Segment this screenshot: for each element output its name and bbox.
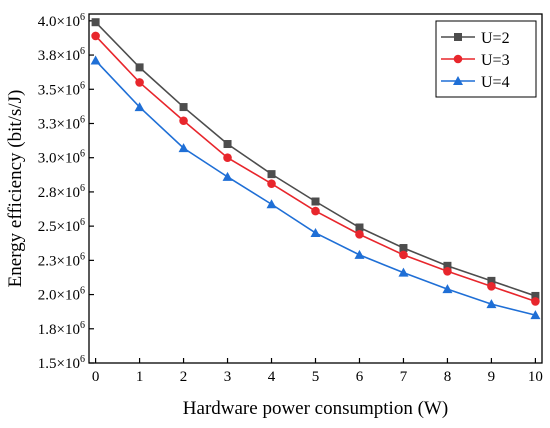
- y-tick-label: 2.3×106: [38, 251, 85, 269]
- data-point: [266, 199, 277, 209]
- data-point: [399, 244, 408, 253]
- legend-item: U=2: [441, 30, 510, 47]
- data-point: [531, 291, 540, 300]
- x-tick-label: 0: [92, 369, 100, 385]
- data-point: [178, 143, 189, 153]
- data-point: [399, 250, 408, 260]
- y-tick-label: 3.0×106: [38, 149, 85, 167]
- x-tick-label: 8: [444, 369, 452, 385]
- x-axis: 0 1 2 3 4 5 6 7 8 9 10: [92, 358, 543, 385]
- series-layer: [90, 18, 541, 320]
- data-point: [222, 171, 233, 181]
- data-point: [398, 267, 409, 277]
- legend-label: U=2: [481, 30, 510, 47]
- data-point: [354, 249, 365, 259]
- data-point: [310, 227, 321, 237]
- x-tick-label: 10: [528, 369, 543, 385]
- y-tick-label: 3.5×106: [38, 80, 85, 98]
- data-point: [134, 102, 145, 112]
- data-point: [311, 197, 320, 206]
- legend-swatch-marker: [453, 54, 463, 64]
- y-tick-label: 1.5×106: [38, 354, 85, 372]
- x-tick-label: 2: [180, 369, 188, 385]
- data-point: [487, 276, 496, 285]
- x-tick-label: 7: [400, 369, 408, 385]
- legend-label: U=3: [481, 52, 510, 69]
- y-tick-label: 2.8×106: [38, 183, 85, 201]
- data-point: [267, 170, 276, 179]
- data-point: [442, 284, 453, 294]
- x-tick-label: 3: [224, 369, 232, 385]
- x-tick-label: 6: [356, 369, 364, 385]
- data-point: [486, 299, 497, 309]
- data-point: [531, 297, 540, 306]
- data-point: [355, 223, 364, 232]
- data-point: [443, 261, 452, 270]
- y-tick-label: 1.8×106: [38, 320, 85, 338]
- series-3: [90, 55, 541, 320]
- data-point: [311, 206, 320, 216]
- y-tick-label: 3.3×106: [38, 114, 85, 132]
- data-point: [91, 31, 100, 41]
- x-tick-label: 1: [136, 369, 144, 385]
- y-tick-label: 4.0×106: [38, 12, 85, 30]
- x-tick-label: 5: [312, 369, 320, 385]
- data-point: [355, 230, 364, 239]
- y-tick-label: 2.0×106: [38, 286, 85, 304]
- legend: U=2 U=3 U=4: [435, 20, 537, 98]
- data-point: [135, 78, 144, 87]
- data-point: [91, 18, 100, 27]
- series-2: [91, 31, 540, 306]
- legend-item: U=3: [441, 52, 510, 69]
- legend-item: U=4: [441, 74, 510, 91]
- legend-label: U=4: [481, 74, 510, 91]
- legend-swatch-marker: [453, 76, 463, 85]
- data-point: [179, 103, 188, 112]
- data-point: [443, 267, 452, 276]
- data-point: [223, 140, 232, 149]
- x-tick-label: 9: [488, 369, 496, 385]
- y-tick-label: 2.5×106: [38, 217, 85, 235]
- data-point: [530, 310, 541, 320]
- data-point: [179, 116, 188, 126]
- y-axis-title: Energy efficiency (bit/s/J): [5, 90, 26, 288]
- data-point: [267, 179, 276, 189]
- legend-swatch-marker: [454, 33, 462, 41]
- x-tick-label: 4: [268, 369, 276, 385]
- data-point: [90, 55, 101, 65]
- y-tick-label: 3.8×106: [38, 46, 85, 64]
- data-point: [487, 282, 496, 291]
- series-line: [95, 59, 536, 316]
- y-axis: 1.5×106 1.8×106 2.0×106 2.3×106 2.5×106 2.8×1…: [38, 12, 94, 372]
- x-axis-title: Hardware power consumption (W): [183, 398, 448, 419]
- data-point: [223, 153, 232, 163]
- data-point: [135, 63, 144, 72]
- series-1: [91, 18, 540, 300]
